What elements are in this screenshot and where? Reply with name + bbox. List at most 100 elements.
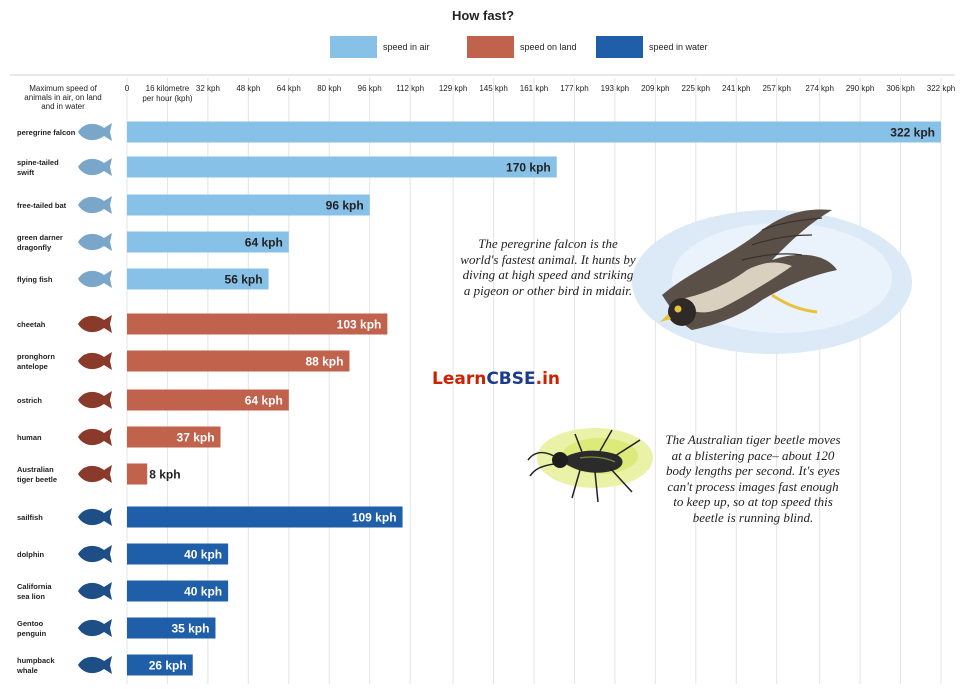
- tick-label: 177 kph: [560, 84, 588, 93]
- value-label: 96 kph: [326, 199, 364, 213]
- animal-label: tiger beetle: [17, 475, 57, 484]
- tick-label: 145 kph: [479, 84, 507, 93]
- tick-label: 193 kph: [601, 84, 629, 93]
- value-label: 88 kph: [305, 355, 343, 369]
- legend-item-air: speed in air: [330, 36, 430, 58]
- speed-bar: [127, 231, 289, 253]
- animal-silhouette-icon: [78, 233, 112, 251]
- tick-label: 0: [125, 84, 130, 93]
- beetle-caption: The Australian tiger beetle moves at a b…: [665, 432, 841, 525]
- value-label: 322 kph: [890, 126, 935, 140]
- value-label: 37 kph: [177, 431, 215, 445]
- tick-label: 257 kph: [762, 84, 790, 93]
- animal-silhouette-icon: [78, 656, 112, 674]
- axis-caption: Maximum speed of animals in air, on land…: [10, 84, 116, 111]
- animal-label: whale: [16, 666, 38, 675]
- legend-item-land: speed on land: [467, 36, 577, 58]
- value-label: 40 kph: [184, 585, 222, 599]
- tick-label: 225 kph: [682, 84, 710, 93]
- axis-caption-line: animals in air, on land: [24, 93, 102, 102]
- legend-item-water: speed in water: [596, 36, 708, 58]
- animal-silhouette-icon: [78, 352, 112, 370]
- animal-silhouette-icon: [78, 315, 112, 333]
- animal-silhouette-icon: [78, 545, 112, 563]
- watermark-part: Learn: [432, 369, 487, 389]
- animal-label: penguin: [17, 629, 47, 638]
- speed-bar: [127, 268, 269, 290]
- tick-label: per hour (kph): [142, 94, 193, 103]
- animal-silhouette-icon: [78, 508, 112, 526]
- animal-silhouette-icon: [78, 391, 112, 409]
- falcon-caption: The peregrine falcon is the world's fast…: [460, 236, 636, 298]
- animal-label: flying fish: [17, 275, 53, 284]
- value-label: 64 kph: [245, 394, 283, 408]
- axis-caption-line: and in water: [41, 102, 85, 111]
- tick-label: 64 kph: [277, 84, 301, 93]
- tiger-beetle-illustration: [527, 428, 653, 503]
- animal-label: Gentoo: [17, 619, 44, 628]
- legend-label-land: speed on land: [520, 42, 577, 52]
- speed-bar: [127, 580, 229, 602]
- tick-label: 129 kph: [439, 84, 467, 93]
- chart-title: How fast?: [451, 8, 515, 23]
- legend-label-air: speed in air: [383, 42, 430, 52]
- speed-bar: [127, 156, 557, 178]
- tick-label: 290 kph: [846, 84, 874, 93]
- animal-label: California: [17, 582, 52, 591]
- tick-label: 241 kph: [722, 84, 750, 93]
- animal-label: antelope: [17, 362, 48, 371]
- animal-silhouette-icon: [78, 428, 112, 446]
- tick-label: 96 kph: [358, 84, 382, 93]
- animal-label: ostrich: [17, 396, 42, 405]
- legend-swatch-land: [467, 36, 514, 58]
- animal-silhouette-icon: [78, 465, 112, 483]
- value-label: 103 kph: [337, 318, 382, 332]
- value-label: 64 kph: [245, 236, 283, 250]
- watermark-part: .in: [535, 369, 561, 389]
- peregrine-falcon-illustration: [632, 209, 912, 354]
- speed-bar: [127, 617, 216, 639]
- animal-label: sea lion: [17, 592, 45, 601]
- animal-label: cheetah: [17, 320, 46, 329]
- speed-bar: [127, 313, 388, 335]
- animal-silhouette-icon: [78, 196, 112, 214]
- speed-bar: [127, 121, 941, 143]
- speed-bar: [127, 654, 193, 676]
- animal-label: humpback: [17, 656, 55, 665]
- animal-label: swift: [17, 168, 35, 177]
- animal-label: spine-tailed: [17, 158, 59, 167]
- tick-label: 274 kph: [805, 84, 833, 93]
- tick-label: 112 kph: [396, 84, 424, 93]
- animal-label: dragonfly: [17, 243, 52, 252]
- learncbse-watermark: LearnCBSE.in: [432, 369, 560, 389]
- tick-label: 16 kilometre: [146, 84, 190, 93]
- animal-silhouette-icon: [78, 270, 112, 288]
- legend-swatch-air: [330, 36, 377, 58]
- speed-bar: [127, 350, 350, 372]
- animal-label: pronghorn: [17, 352, 55, 361]
- tick-label: 48 kph: [236, 84, 260, 93]
- tick-label: 209 kph: [641, 84, 669, 93]
- value-label: 56 kph: [225, 273, 263, 287]
- value-label: 8 kph: [149, 468, 180, 482]
- animal-silhouette-icon: [78, 158, 112, 176]
- animal-label: peregrine falcon: [17, 128, 76, 137]
- speed-bar: [127, 389, 289, 411]
- animal-silhouette-icon: [78, 619, 112, 637]
- value-label: 40 kph: [184, 548, 222, 562]
- tick-label: 306 kph: [886, 84, 914, 93]
- animal-silhouette-icon: [78, 582, 112, 600]
- value-label: 26 kph: [149, 659, 187, 673]
- tick-label: 322 kph: [927, 84, 955, 93]
- speed-bar: [127, 426, 221, 448]
- animal-label: Australian: [17, 465, 54, 474]
- speed-bar: [127, 506, 403, 528]
- value-label: 109 kph: [352, 511, 397, 525]
- animal-label: free-tailed bat: [17, 201, 67, 210]
- legend-swatch-water: [596, 36, 643, 58]
- animal-label: sailfish: [17, 513, 43, 522]
- axis-caption-line: Maximum speed of: [29, 84, 97, 93]
- legend-label-water: speed in water: [649, 42, 708, 52]
- speed-bar: [127, 463, 148, 485]
